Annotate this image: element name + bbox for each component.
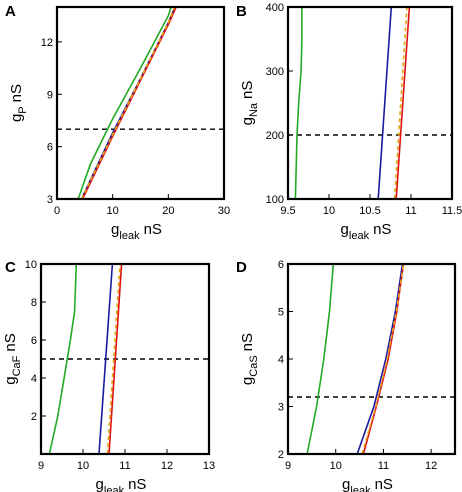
panel-b-xtick-label: 10: [323, 205, 335, 217]
panel-a-ytick-label: 6: [47, 142, 53, 154]
panel-b-xtick-label: 10.5: [359, 205, 380, 217]
panel-c-ytick-label: 2: [31, 411, 37, 423]
panel-a-ylabel: gPnS: [8, 84, 29, 122]
panel-a-series-1: [77, 6, 172, 200]
panel-c-ytick-label: 6: [31, 335, 37, 347]
panel-d-xtick-label: 9: [285, 460, 291, 472]
panel-c-ylabel: gCaFnS: [2, 333, 23, 384]
panel-c-xtick-label: 9: [38, 460, 44, 472]
panel-c-xtick-label: 13: [203, 460, 215, 472]
panel-d-ytick-label: 6: [278, 259, 284, 271]
panel-a-ytick-label: 9: [47, 89, 53, 101]
panel-a-frame: [55, 5, 226, 201]
panel-b-series-4: [393, 6, 408, 200]
panel-d-ytick-label: 4: [278, 354, 284, 366]
panel-b-xlabel: gleak nS: [341, 221, 392, 242]
panel-a-xtick-label: 10: [107, 205, 119, 217]
panel-a-series-3: [81, 6, 177, 200]
panel-b-series-3: [395, 6, 411, 200]
panel-c-series-3: [108, 263, 123, 455]
panel-b-ytick-label: 100: [266, 194, 284, 206]
panel-b-ytick-label: 400: [266, 2, 284, 14]
panel-d-series-1: [306, 263, 335, 455]
panel-a-xtick-label: 20: [162, 205, 174, 217]
panel-c-xtick-label: 10: [77, 460, 89, 472]
panel-b-ytick-label: 300: [266, 66, 284, 78]
panel-b-xtick-label: 11: [405, 205, 416, 217]
panel-c-xlabel: gleak nS: [96, 476, 147, 492]
panel-c-xtick-label: 11: [119, 460, 130, 472]
panel-c-xtick-label: 12: [161, 460, 173, 472]
panel-a-xtick-label: 30: [218, 205, 230, 217]
panel-a-series-4: [80, 6, 176, 200]
panel-c-ytick-label: 8: [31, 297, 37, 309]
panel-c-series-2: [98, 263, 114, 455]
panel-d-ytick-label: 3: [278, 402, 284, 414]
panel-a-ytick-label: 3: [47, 194, 53, 206]
panel-d-ylabel: gCaSnS: [239, 333, 260, 385]
panel-b-ylabel: gNanS: [239, 81, 260, 126]
panel-d-ytick-label: 2: [278, 449, 284, 461]
panel-d-ytick-label: 5: [278, 307, 284, 319]
panel-b-series-2: [377, 6, 393, 200]
panel-b-letter: B: [236, 3, 247, 20]
panel-a-letter: A: [5, 3, 16, 20]
panel-d-series-2: [356, 263, 404, 455]
panel-a-xtick-label: 0: [54, 205, 60, 217]
panel-d-xlabel: gleak nS: [342, 476, 393, 492]
panel-d-xtick-label: 10: [330, 460, 342, 472]
panel-d-xtick-label: 11: [378, 460, 389, 472]
panel-c-ytick-label: 4: [31, 373, 37, 385]
panel-d-xtick-label: 12: [425, 460, 437, 472]
panel-c-letter: C: [5, 259, 16, 276]
panel-c-ytick-label: 10: [25, 259, 37, 271]
panel-c-series-4: [106, 263, 121, 455]
panel-b-xtick-label: 11.5: [442, 205, 462, 217]
panel-d-series-4: [361, 263, 405, 455]
panel-a-xlabel: gleak nS: [111, 221, 162, 242]
panel-d-letter: D: [236, 259, 247, 276]
panel-b-series-1: [294, 7, 303, 200]
panel-b-xtick-label: 9.5: [280, 205, 295, 217]
panel-c-series-1: [48, 263, 78, 455]
panel-a-ytick-label: 12: [41, 37, 53, 49]
panel-b-frame: [286, 5, 454, 201]
panel-b-ytick-label: 200: [266, 130, 284, 142]
